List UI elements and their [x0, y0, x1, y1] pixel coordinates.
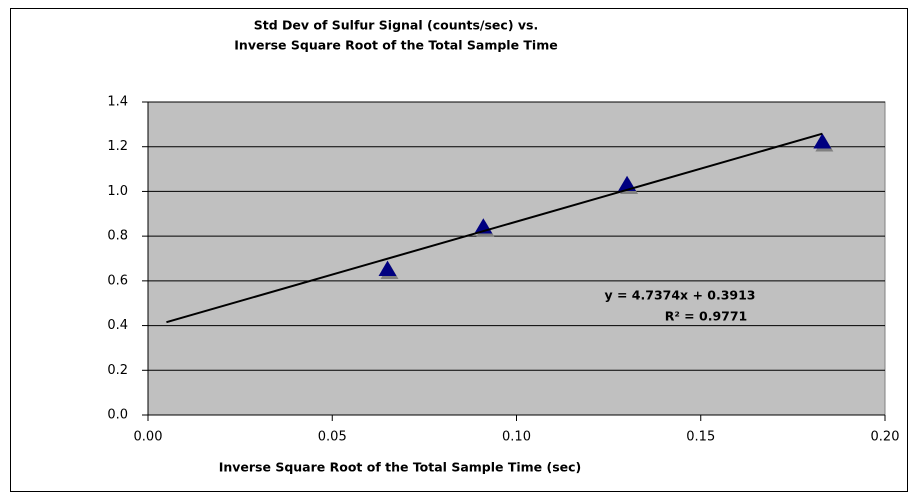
trendline-equation: y = 4.7374x + 0.3913 [604, 288, 755, 303]
marker [378, 260, 397, 276]
trendline-r2: R² = 0.9771 [665, 309, 748, 324]
y-tick-label: 1.0 [107, 184, 128, 199]
y-tick-label: 0.6 [107, 273, 128, 288]
x-axis-label: Inverse Square Root of the Total Sample … [219, 460, 582, 475]
x-tick-label: 0.20 [871, 430, 900, 445]
chart-title: Inverse Square Root of the Total Sample … [234, 38, 557, 53]
y-tick-label: 0.8 [107, 229, 128, 244]
x-tick-label: 0.10 [502, 430, 531, 445]
marker [813, 133, 832, 149]
y-tick-label: 1.4 [107, 95, 128, 110]
y-tick-label: 1.2 [107, 139, 128, 154]
x-tick-label: 0.00 [134, 430, 163, 445]
marker [618, 175, 637, 192]
chart-title: Std Dev of Sulfur Signal (counts/sec) vs… [254, 18, 538, 33]
x-tick-label: 0.05 [318, 430, 347, 445]
x-tick-label: 0.15 [686, 430, 715, 445]
plot-area [147, 101, 886, 416]
trendline [166, 132, 823, 324]
y-tick-label: 0.0 [107, 408, 128, 423]
y-tick-label: 0.2 [107, 363, 128, 378]
y-tick-label: 0.4 [107, 318, 128, 333]
